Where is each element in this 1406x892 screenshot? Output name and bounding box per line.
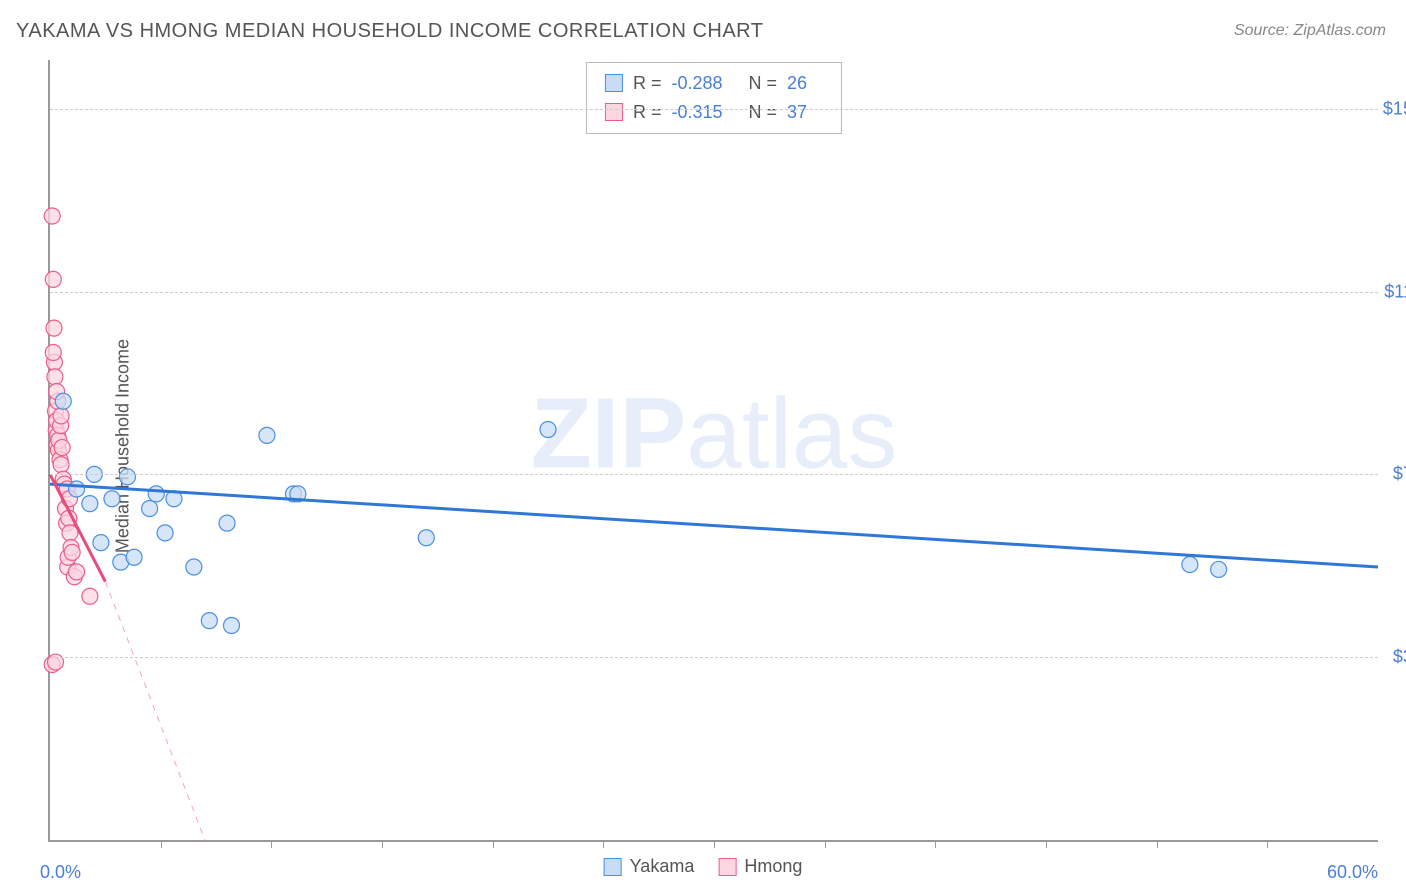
- data-point: [53, 457, 69, 473]
- data-point: [82, 588, 98, 604]
- data-point: [1211, 561, 1227, 577]
- x-tick: [935, 840, 936, 848]
- chart-svg: [50, 60, 1378, 840]
- gridline: [50, 474, 1378, 475]
- data-point: [69, 481, 85, 497]
- data-point: [157, 525, 173, 541]
- legend-label-hmong: Hmong: [744, 856, 802, 877]
- x-tick: [1267, 840, 1268, 848]
- legend-label-yakama: Yakama: [630, 856, 695, 877]
- data-point: [148, 486, 164, 502]
- data-point: [142, 501, 158, 517]
- plot-area: ZIPatlas R = -0.288 N = 26 R = -0.315 N …: [48, 60, 1378, 842]
- y-tick-label: $112,500: [1378, 281, 1406, 302]
- x-tick: [493, 840, 494, 848]
- y-tick-label: $150,000: [1378, 98, 1406, 119]
- x-tick: [271, 840, 272, 848]
- data-point: [69, 564, 85, 580]
- data-point: [540, 422, 556, 438]
- trend-line: [50, 484, 1378, 567]
- x-tick: [714, 840, 715, 848]
- data-point: [201, 613, 217, 629]
- trend-line: [105, 582, 205, 840]
- y-tick-label: $37,500: [1378, 647, 1406, 668]
- legend-item-hmong: Hmong: [718, 856, 802, 877]
- source-attribution: Source: ZipAtlas.com: [1234, 22, 1386, 40]
- x-tick: [1046, 840, 1047, 848]
- data-point: [64, 544, 80, 560]
- chart-title: YAKAMA VS HMONG MEDIAN HOUSEHOLD INCOME …: [16, 20, 763, 43]
- data-point: [259, 427, 275, 443]
- data-point: [82, 496, 98, 512]
- data-point: [55, 393, 71, 409]
- data-point: [418, 530, 434, 546]
- x-axis-min-label: 0.0%: [40, 862, 81, 883]
- data-point: [54, 440, 70, 456]
- data-point: [186, 559, 202, 575]
- data-point: [45, 271, 61, 287]
- data-point: [93, 535, 109, 551]
- data-point: [44, 208, 60, 224]
- bottom-legend: Yakama Hmong: [604, 856, 803, 877]
- data-point: [45, 345, 61, 361]
- data-point: [46, 320, 62, 336]
- x-tick: [161, 840, 162, 848]
- data-point: [47, 369, 63, 385]
- gridline: [50, 657, 1378, 658]
- swatch-yakama: [604, 858, 622, 876]
- legend-item-yakama: Yakama: [604, 856, 695, 877]
- data-point: [1182, 557, 1198, 573]
- x-tick: [825, 840, 826, 848]
- data-point: [223, 618, 239, 634]
- gridline: [50, 109, 1378, 110]
- x-tick: [603, 840, 604, 848]
- x-axis-max-label: 60.0%: [1327, 862, 1378, 883]
- chart-container: YAKAMA VS HMONG MEDIAN HOUSEHOLD INCOME …: [0, 0, 1406, 892]
- data-point: [119, 469, 135, 485]
- data-point: [126, 549, 142, 565]
- x-tick: [382, 840, 383, 848]
- gridline: [50, 292, 1378, 293]
- data-point: [53, 408, 69, 424]
- data-point: [104, 491, 120, 507]
- swatch-hmong: [718, 858, 736, 876]
- data-point: [219, 515, 235, 531]
- y-tick-label: $75,000: [1378, 464, 1406, 485]
- data-point: [62, 525, 78, 541]
- x-tick: [1157, 840, 1158, 848]
